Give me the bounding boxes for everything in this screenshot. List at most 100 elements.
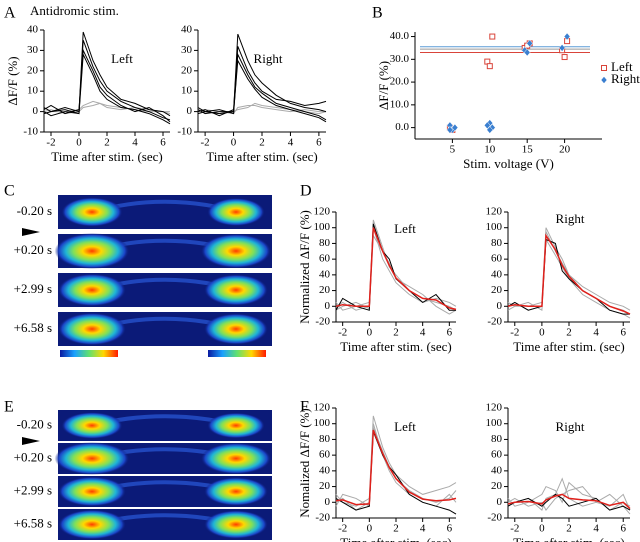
x-tick-label: 0 [539, 327, 545, 339]
trace [335, 227, 457, 311]
y-tick-label: 40.0 [390, 30, 410, 42]
trace [197, 52, 327, 121]
y-tick-label: 40 [181, 24, 193, 36]
y-tick-label: 30.0 [390, 53, 410, 65]
chart-title: Right [254, 51, 283, 66]
x-tick-label: 5 [450, 144, 456, 156]
y-tick-label: 40 [491, 268, 503, 280]
panel-letter: E [4, 399, 14, 416]
chart-title: Left [394, 419, 416, 434]
x-tick-label: 2 [566, 523, 572, 535]
trace [507, 227, 631, 311]
y-tick-label: 0 [33, 105, 39, 117]
point [489, 33, 496, 40]
point [523, 48, 531, 57]
y-tick-label: 10 [27, 85, 39, 97]
y-axis-label: Nomalized ΔF/F (%) [297, 408, 312, 517]
time-label: +0.20 s [14, 242, 52, 257]
y-tick-label: 30 [181, 44, 193, 56]
x-axis-label: Time after stim. (sec) [340, 339, 451, 354]
y-tick-label: 80 [319, 433, 331, 445]
y-tick-label: 0 [497, 496, 503, 508]
colorbar [208, 350, 266, 357]
image-frame [58, 410, 272, 441]
x-tick-label: 2 [104, 137, 110, 149]
stim-arrow [22, 437, 40, 445]
x-tick-label: 6 [620, 327, 626, 339]
y-tick-label: 20 [491, 284, 503, 296]
trace [507, 493, 631, 510]
image-frame [58, 312, 272, 346]
y-tick-label: -10 [177, 126, 192, 138]
image-frame [54, 233, 272, 269]
y-tick-label: -20 [315, 512, 330, 524]
image-frame [58, 509, 272, 540]
stim-arrow [22, 228, 40, 236]
y-tick-label: 60 [319, 449, 331, 461]
x-tick-label: 4 [593, 327, 599, 339]
trace [507, 231, 631, 315]
trace [335, 233, 457, 315]
colorbar [60, 350, 118, 357]
y-tick-label: 40 [27, 24, 39, 36]
y-tick-label: 20 [491, 480, 503, 492]
y-tick-label: 120 [486, 402, 503, 414]
panel-title: Antidromic stim. [30, 3, 119, 18]
point [526, 39, 534, 48]
x-tick-label: 4 [132, 137, 138, 149]
point [451, 123, 459, 132]
trace [335, 223, 456, 311]
image-frame [58, 195, 272, 229]
time-label: -0.20 s [17, 416, 52, 431]
x-axis-label: Stim. voltage (V) [463, 156, 554, 171]
x-tick-label: 6 [447, 327, 453, 339]
y-tick-label: 80 [319, 237, 331, 249]
trace [335, 423, 457, 508]
y-tick-label: 80 [491, 433, 503, 445]
x-tick-label: 0 [367, 523, 373, 535]
x-axis-label: Time after stim. (sec) [206, 149, 317, 164]
trace [197, 33, 327, 115]
trace [197, 58, 327, 123]
x-tick-label: 0 [231, 137, 237, 149]
x-tick-label: 4 [288, 137, 294, 149]
x-axis-label: Time after stim. (sec) [513, 339, 624, 354]
trace [43, 31, 171, 117]
y-tick-label: 120 [314, 402, 331, 414]
x-tick-label: -2 [46, 137, 55, 149]
cell-left [61, 412, 123, 439]
cell-right [204, 477, 268, 506]
time-label: +2.99 s [14, 281, 52, 296]
x-tick-label: 2 [566, 327, 572, 339]
legend-marker [601, 65, 607, 71]
y-tick-label: 20 [319, 284, 331, 296]
y-tick-label: 40 [319, 464, 331, 476]
x-tick-label: 2 [393, 523, 399, 535]
cell-left [58, 476, 126, 507]
x-tick-label: 0 [367, 327, 373, 339]
trace [197, 46, 327, 117]
cell-left [54, 442, 130, 475]
point [486, 126, 494, 134]
x-tick-label: -2 [510, 523, 519, 535]
cell-left [58, 312, 126, 346]
point [446, 126, 454, 134]
x-tick-label: 4 [420, 523, 426, 535]
panel-letter: D [300, 183, 312, 200]
y-tick-label: -20 [487, 316, 502, 328]
y-tick-label: 120 [486, 206, 503, 218]
x-tick-label: -2 [338, 523, 347, 535]
y-axis-label: Normalized ΔF/F (%) [297, 210, 312, 324]
x-tick-label: 20 [559, 144, 571, 156]
y-axis-label: ΔF/F (%) [376, 61, 391, 110]
x-tick-label: 10 [484, 144, 496, 156]
y-tick-label: -20 [487, 512, 502, 524]
y-tick-label: 10.0 [390, 98, 410, 110]
x-tick-label: 6 [160, 137, 166, 149]
trace [335, 219, 457, 311]
cell-right [207, 412, 265, 439]
x-tick-label: -2 [201, 137, 210, 149]
y-tick-label: 60 [319, 253, 331, 265]
cell-right [204, 274, 268, 306]
trace [507, 238, 630, 315]
